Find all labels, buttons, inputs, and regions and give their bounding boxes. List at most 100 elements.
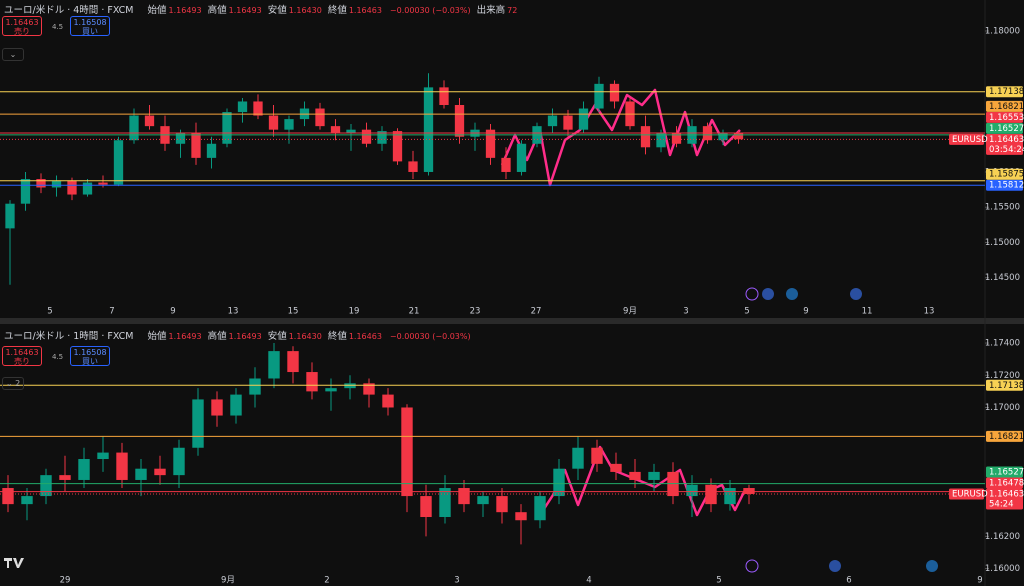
candle-body — [191, 133, 201, 158]
candle-body — [516, 143, 527, 172]
x-tick-label: 6 — [846, 576, 851, 586]
y-tick-label: 1.17400 — [985, 339, 1020, 349]
candle-body — [222, 112, 232, 144]
x-tick-label: 5 — [744, 307, 749, 317]
change: −0.00030 (−0.03%) — [389, 332, 471, 341]
ohlc-value: 1.16430 — [288, 6, 322, 15]
ohlc-value: 1.16493 — [228, 6, 262, 15]
symbol: ユーロ/米ドル · 1時間 · FXCM — [4, 331, 134, 342]
spread: 4.5 — [52, 23, 64, 31]
candle-body — [392, 131, 403, 162]
price-label: 1.17138 — [989, 381, 1024, 391]
y-tick-label: 1.16000 — [985, 564, 1020, 574]
x-tick-label: 5 — [716, 576, 721, 586]
candle-body — [610, 463, 622, 472]
candle-body — [2, 488, 14, 505]
candle-body — [671, 133, 682, 144]
candle-body — [211, 399, 223, 416]
buy-price: 1.16508 — [73, 18, 107, 27]
y-tick-label: 1.14500 — [985, 273, 1020, 283]
candle-body — [515, 512, 527, 521]
buy-label: 買い — [82, 27, 98, 36]
price-label-bg — [986, 122, 1023, 134]
candle-body — [230, 394, 242, 416]
ohlc-value: 1.16493 — [168, 6, 202, 15]
event-icon — [745, 559, 759, 573]
event-icon — [745, 287, 759, 301]
candle-body — [578, 108, 589, 130]
ohlc-value: 1.16493 — [228, 332, 262, 341]
candle-body — [129, 115, 139, 141]
legend: ユーロ/米ドル · 4時間 · FXCM 始値 1.16493 高値 1.16493 安値… — [4, 2, 523, 16]
event-icon — [850, 288, 862, 300]
candle-body — [287, 351, 299, 373]
price-label-bg — [986, 477, 1023, 489]
candle-body — [116, 452, 128, 480]
ohlc-label: 終値 — [327, 5, 347, 16]
x-tick-label: 7 — [109, 307, 114, 317]
x-tick-label: 13 — [228, 307, 239, 317]
candle-body — [5, 203, 15, 229]
candle-body — [175, 133, 186, 144]
candle-body — [629, 471, 641, 480]
legend: ユーロ/米ドル · 1時間 · FXCM 始値 1.16493 高値 1.16493 安値… — [4, 328, 477, 342]
ohlc-value: 1.16463 — [348, 332, 382, 341]
y-tick-label: 1.17200 — [985, 371, 1020, 381]
candle-body — [315, 108, 325, 127]
spread: 4.5 — [52, 353, 64, 361]
candle-body — [36, 179, 46, 188]
price-label-bg — [986, 179, 1023, 191]
sell-button[interactable]: 1.16463 売り — [2, 346, 42, 366]
collapse-button[interactable]: ⌄ 2 — [2, 377, 24, 390]
collapse-button[interactable]: ⌄ — [2, 48, 24, 61]
event-icon — [786, 288, 798, 300]
event-icons — [745, 287, 938, 573]
candle-body — [640, 126, 651, 148]
candle-body — [501, 157, 511, 172]
x-tick-label: 27 — [531, 307, 542, 317]
candle-body — [439, 87, 449, 105]
price-label: 1.15812 — [989, 181, 1024, 191]
candle-body — [377, 131, 387, 144]
candle-body — [423, 87, 434, 172]
sell-price: 1.16463 — [5, 348, 39, 357]
x-tick-label: 9月 — [623, 307, 637, 317]
event-icon — [762, 288, 774, 300]
logo — [4, 558, 24, 568]
candle-body — [268, 115, 279, 130]
sell-button[interactable]: 1.16463 売り — [2, 16, 42, 36]
x-tick-label: 23 — [470, 307, 481, 317]
symbol-tag-bg — [949, 133, 984, 145]
candle-body — [173, 447, 185, 476]
y-tick-label: 1.16200 — [985, 532, 1020, 542]
event-icon — [926, 560, 938, 572]
candle-body — [51, 180, 62, 188]
candle-body — [458, 488, 470, 505]
symbol-tag: EURUSD — [952, 489, 988, 499]
buy-button[interactable]: 1.16508 買い — [70, 16, 110, 36]
candle-body — [284, 119, 294, 130]
price-label: 03:54:24 — [989, 145, 1024, 155]
price-label-bg — [986, 379, 1023, 391]
price-label: 1.16821 — [989, 432, 1024, 442]
price-label-bg — [986, 168, 1023, 180]
change: −0.00030 (−0.03%) — [389, 6, 471, 15]
candle-body — [648, 471, 660, 480]
y-tick-label: 1.18000 — [985, 26, 1020, 36]
x-tick-label: 4 — [586, 576, 591, 586]
buy-price: 1.16508 — [73, 348, 107, 357]
candle-body — [382, 394, 394, 408]
candle-body — [733, 133, 744, 140]
x-tick-label: 5 — [47, 307, 52, 317]
candle-body — [268, 351, 280, 379]
candle-body — [363, 383, 375, 395]
volume-label: 出来高 — [476, 5, 506, 16]
candle-body — [20, 179, 31, 204]
buy-label: 買い — [82, 357, 98, 366]
volume: 72 — [507, 6, 518, 15]
ohlc-label: 始値 — [147, 331, 167, 342]
price-label: 1.16821 — [989, 102, 1024, 112]
buy-button[interactable]: 1.16508 買い — [70, 346, 110, 366]
